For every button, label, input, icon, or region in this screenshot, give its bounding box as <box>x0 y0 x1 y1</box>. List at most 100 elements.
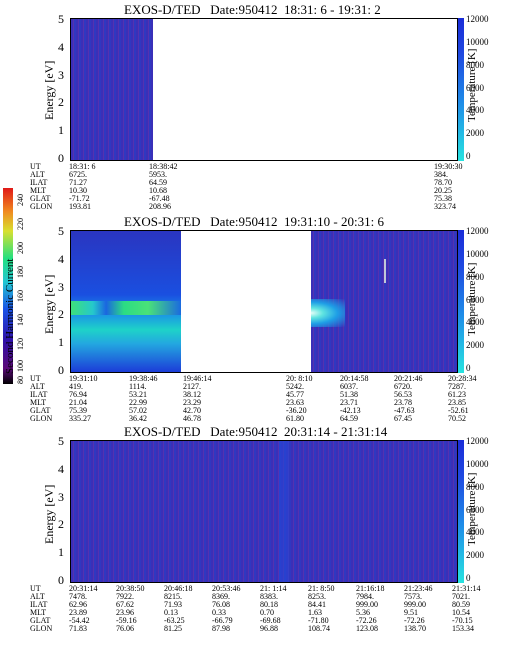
temperature-colorbar <box>458 230 464 373</box>
ephemeris-value: 8253. <box>308 592 326 601</box>
lcbar-tick: 120 <box>16 338 25 350</box>
ephemeris-value: 20:21:46 <box>394 374 423 383</box>
ephemeris-value: 71.27 <box>69 178 87 187</box>
ephemeris-column: 18:31: 6 6725. 71.27 10.30 -71.72 193.81 <box>69 163 95 211</box>
lcbar-tick: 180 <box>16 266 25 278</box>
ephemeris-value: 61.23 <box>448 390 466 399</box>
right-tick-label: 8000 <box>466 59 484 70</box>
ephemeris-value: 9.51 <box>404 608 418 617</box>
ephemeris-value: 46.78 <box>183 414 201 423</box>
ephemeris-value: 323.74 <box>434 202 456 211</box>
ephemeris-value: -72.26 <box>404 616 425 625</box>
ephemeris-value: -72.26 <box>356 616 377 625</box>
second-harmonic-colorbar <box>3 188 13 384</box>
ephemeris-value: 23.85 <box>448 398 466 407</box>
ephemeris-column: 18:38:42 5953. 64.59 10.68 -67.48 208.96 <box>149 163 177 211</box>
ephemeris-value: 19:31:10 <box>69 374 98 383</box>
ephemeris-value: 23.89 <box>69 608 87 617</box>
ephemeris-label: UT <box>30 374 41 383</box>
ephemeris-value: -71.80 <box>308 616 329 625</box>
ephemeris-value: 0.33 <box>212 608 226 617</box>
ephemeris-column: 20:21:46 6720. 56.53 23.78 -47.63 67.45 <box>394 375 422 423</box>
right-tick-label: 0 <box>466 363 471 373</box>
y-tick-label: 5 <box>58 12 64 26</box>
ephemeris-label: MLT <box>30 398 47 407</box>
lcbar-tick: 100 <box>16 360 25 372</box>
ephemeris-value: 75.39 <box>69 406 87 415</box>
right-tick-label: 10000 <box>466 36 489 47</box>
right-tick-label: 10000 <box>466 248 489 259</box>
right-tick-label: 12000 <box>466 226 489 236</box>
ephemeris-labels: UT ALT ILAT MLT GLAT GLON <box>30 585 52 633</box>
ephemeris-value: 123.08 <box>356 624 378 633</box>
ephemeris-value: 76.08 <box>212 600 230 609</box>
ephemeris-label: MLT <box>30 186 47 195</box>
right-tick-label: 8000 <box>466 271 484 282</box>
data-block <box>71 19 153 160</box>
y-tick-label: 1 <box>58 123 64 138</box>
y-tick-label: 1 <box>58 335 64 350</box>
right-tick-label: 6000 <box>466 294 484 305</box>
ephemeris-column: 20:38:50 7922. 67.62 23.96 -59.16 76.06 <box>116 585 144 633</box>
ephemeris-value: 23.29 <box>183 398 201 407</box>
lcbar-tick: 220 <box>16 218 25 230</box>
ephemeris-value: 51.38 <box>340 390 358 399</box>
right-tick-label: 0 <box>466 573 471 583</box>
ephemeris-value: 1.63 <box>308 608 322 617</box>
ephemeris-value: 335.27 <box>69 414 91 423</box>
data-block-early-stripe <box>71 301 181 315</box>
spectrogram-panel-3 <box>70 440 458 583</box>
ephemeris-column: 20:14:58 6037. 51.38 23.71 -42.13 64.59 <box>340 375 368 423</box>
spectrogram-panel-2 <box>70 230 458 373</box>
ephemeris-value: 20.25 <box>434 186 452 195</box>
ephemeris-label: GLON <box>30 202 53 211</box>
ephemeris-label: ILAT <box>30 600 48 609</box>
ephemeris-value: 5953. <box>149 170 167 179</box>
ephemeris-column: 19:38:46 1114. 53.21 22.99 57.02 36.42 <box>129 375 157 423</box>
right-tick-label: 6000 <box>466 82 484 93</box>
ephemeris-value: -69.68 <box>260 616 281 625</box>
ephemeris-value: 18:38:42 <box>149 162 178 171</box>
ephemeris-column: 20:31:14 7478. 62.96 23.89 -54.42 71.83 <box>69 585 97 633</box>
lcbar-tick: 240 <box>16 194 25 206</box>
y-tick-label: 5 <box>58 224 64 238</box>
right-tick-label: 12000 <box>466 436 489 446</box>
ephemeris-value: 10.30 <box>69 186 87 195</box>
ephemeris-value: -66.79 <box>212 616 233 625</box>
ephemeris-value: -70.15 <box>452 616 473 625</box>
ephemeris-value: 78.70 <box>434 178 452 187</box>
ephemeris-value: 0.70 <box>260 608 274 617</box>
lcbar-tick: 200 <box>16 242 25 254</box>
ephemeris-value: 2127. <box>183 382 201 391</box>
ephemeris-value: 20:46:18 <box>164 584 193 593</box>
ephemeris-value: 53.21 <box>129 390 147 399</box>
ephemeris-value: 42.70 <box>183 406 201 415</box>
ephemeris-column: 20:28:34 7287. 61.23 23.85 -52.61 70.52 <box>448 375 476 423</box>
y-tick-label: 5 <box>58 434 64 448</box>
data-block-late-blob <box>311 299 345 327</box>
y-axis-label: Energy [eV] <box>42 60 56 120</box>
ephemeris-value: 20:28:34 <box>448 374 477 383</box>
ephemeris-value: 67.45 <box>394 414 412 423</box>
ephemeris-value: 8383. <box>260 592 278 601</box>
y-tick-label: 0 <box>58 573 64 587</box>
ephemeris-value: 0.13 <box>164 608 178 617</box>
ephemeris-value: 19:30:30 <box>434 162 463 171</box>
ephemeris-value: -47.63 <box>394 406 415 415</box>
ephemeris-value: 23.63 <box>286 398 304 407</box>
ephemeris-label: GLAT <box>30 616 51 625</box>
ephemeris-value: 8369. <box>212 592 230 601</box>
y-tick-label: 4 <box>58 251 64 266</box>
right-tick-label: 4000 <box>466 317 484 328</box>
ephemeris-value: 57.02 <box>129 406 147 415</box>
ephemeris-value: 193.81 <box>69 202 91 211</box>
ephemeris-value: 71.83 <box>69 624 87 633</box>
ephemeris-label: UT <box>30 162 41 171</box>
right-tick-label: 10000 <box>466 458 489 469</box>
ephemeris-value: 153.34 <box>452 624 474 633</box>
ephemeris-value: 75.38 <box>434 194 452 203</box>
y-tick-label: 2 <box>58 95 64 110</box>
ephemeris-value: -67.48 <box>149 194 170 203</box>
ephemeris-value: 21:23:46 <box>404 584 433 593</box>
data-band <box>279 441 289 582</box>
